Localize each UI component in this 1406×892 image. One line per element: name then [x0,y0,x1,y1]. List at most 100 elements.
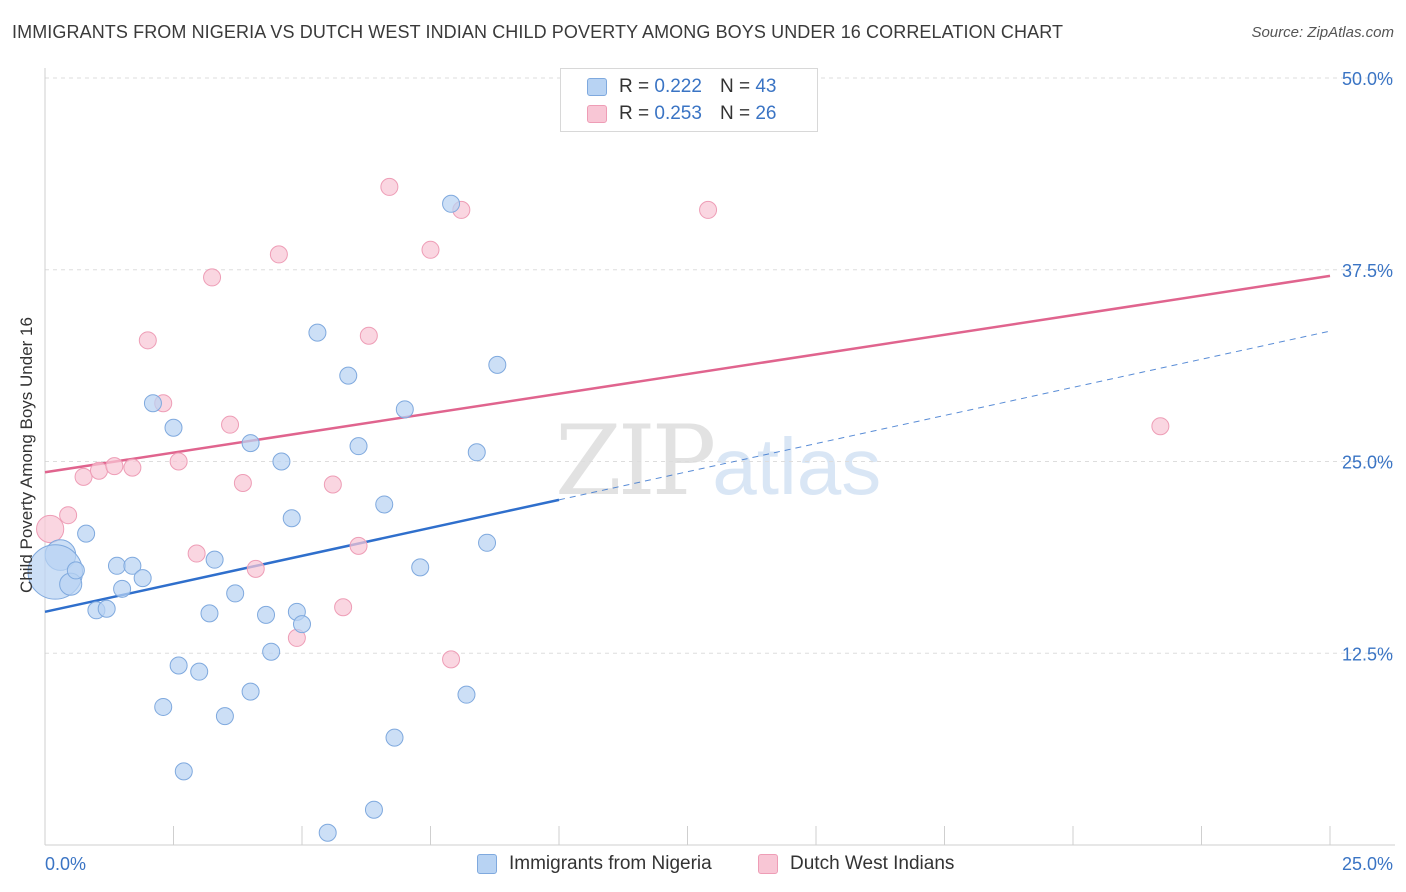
nigeria-point [395,400,414,419]
chart-title: IMMIGRANTS FROM NIGERIA VS DUTCH WEST IN… [12,22,1064,42]
dutch-point [349,536,368,555]
dutch-point [359,326,378,345]
nigeria-point [241,682,260,701]
bottom-legend-label-nigeria: Immigrants from Nigeria [509,853,712,874]
dutch-point [138,331,157,350]
nigeria-trend-line [44,498,560,614]
nigeria-point [442,194,461,213]
nigeria-point [143,394,162,413]
legend-r-label: R = [619,103,650,124]
dutch-point [334,598,353,617]
dutch-point [269,245,288,264]
legend-n-label: N = [719,103,751,124]
nigeria-point [107,556,126,575]
y-tick-label: 25.0% [1342,453,1393,473]
nigeria-point [123,556,142,575]
legend-r-value: 0.222 [654,76,702,97]
bottom-legend-nigeria: Immigrants from Nigeria [477,852,712,876]
nigeria-point [262,642,281,661]
dutch-point [187,544,206,563]
dutch-point [442,650,461,669]
nigeria-point [190,662,209,681]
nigeria-point [226,584,245,603]
source-credit: Source: ZipAtlas.com [1251,24,1394,41]
nigeria-point [272,452,291,471]
dutch-point [421,240,440,259]
nigeria-point [318,823,337,842]
y-tick-label: 12.5% [1342,644,1393,664]
nigeria-point [411,558,430,577]
legend-n-value: 26 [755,103,777,124]
nigeria-point [174,762,193,781]
nigeria-point [113,579,132,598]
bottom-legend-label-dutch: Dutch West Indians [790,853,955,874]
x-tick-label: 25.0% [1342,854,1393,874]
legend-swatch-nigeria [587,78,607,96]
nigeria-point [200,604,219,623]
dutch-point [74,467,93,486]
nigeria-point [133,569,152,588]
legend-r-label: R = [619,76,650,97]
nigeria-point [478,533,497,552]
nigeria-point [282,509,301,528]
x-tick-label: 0.0% [45,854,86,874]
bottom-legend-swatch-nigeria [477,854,497,874]
bottom-legend-dutch: Dutch West Indians [758,852,954,876]
nigeria-point [66,561,85,580]
y-tick-label: 50.0% [1342,69,1393,89]
nigeria-trend-extension [558,330,1331,501]
data-points [27,177,1170,842]
y-tick-label: 37.5% [1342,261,1393,281]
nigeria-point [293,615,311,634]
nigeria-point [164,418,183,437]
series-dutch-points [36,177,1170,669]
nigeria-point [308,323,327,342]
dutch-point [323,475,342,494]
dutch-point [380,177,399,196]
legend-swatch-dutch [587,105,607,123]
legend-row-nigeria: R = 0.222 N = 43 [587,75,776,99]
series-nigeria-points [27,194,507,842]
dutch-point [1151,417,1170,436]
dutch-point [233,473,252,492]
axes [44,68,1395,846]
nigeria-point [364,800,383,819]
dutch-point [169,452,188,471]
nigeria-point [339,366,358,385]
y-axis-label: Child Poverty Among Boys Under 16 [17,317,36,593]
dutch-point [221,415,240,434]
legend-n-label: N = [719,76,751,97]
dutch-point [59,506,78,525]
nigeria-point [77,524,96,543]
legend-n-value: 43 [755,76,777,97]
dutch-trend-line [44,274,1331,474]
nigeria-point [241,434,260,453]
nigeria-point [257,605,276,624]
nigeria-point [467,443,486,462]
dutch-point [123,458,142,477]
dutch-point [36,514,65,544]
dutch-point [89,461,108,480]
nigeria-point [349,437,368,456]
bottom-legend-swatch-dutch [758,854,778,874]
dutch-point [203,268,222,287]
nigeria-point [488,355,507,374]
dutch-point [105,457,124,476]
nigeria-point [97,599,116,618]
nigeria-point [385,728,404,747]
correlation-legend: R = 0.222 N = 43 R = 0.253 N = 26 [560,68,818,132]
nigeria-point [215,707,234,726]
watermark-atlas: atlas [712,422,882,511]
nigeria-point [205,550,224,569]
nigeria-point [169,656,188,675]
nigeria-point [457,685,476,704]
legend-row-dutch: R = 0.253 N = 26 [587,102,776,126]
dutch-point [246,559,265,578]
trend-lines [44,274,1331,614]
dutch-point [699,200,718,219]
tick-labels: 12.5% 25.0% 37.5% 50.0% 0.0% 25.0% [45,69,1393,874]
nigeria-point [154,697,173,716]
nigeria-point [375,495,394,514]
legend-r-value: 0.253 [654,103,702,124]
